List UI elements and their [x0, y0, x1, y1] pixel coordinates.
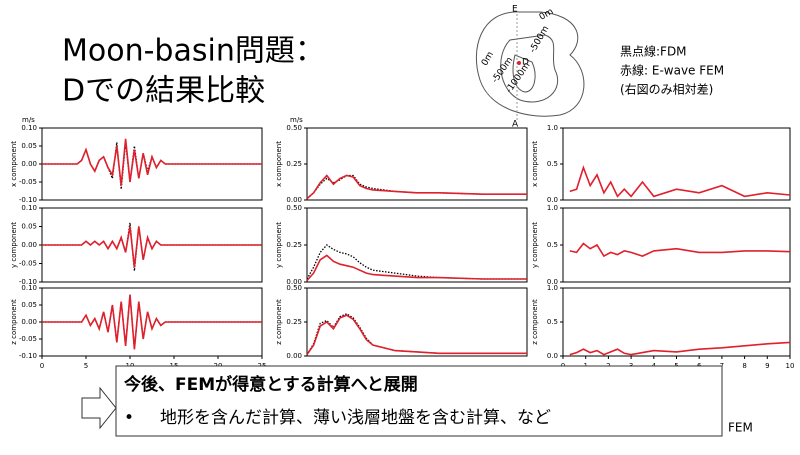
y-axis-label: z component — [275, 299, 283, 345]
callout-heading: 今後、FEMが得意とする計算へと展開 — [124, 374, 418, 395]
map-label: D — [522, 58, 529, 68]
y-tick-label: 0.05 — [21, 301, 37, 309]
callout-bullet: • — [124, 408, 134, 428]
basin-map: E 0m -500m 0m -500m -1000m D A — [475, 5, 585, 130]
y-axis-label: x component — [10, 141, 18, 187]
y-axis-label: z component — [531, 299, 539, 345]
y-tick-label: 1.0 — [547, 204, 558, 212]
y-axis-label: z component — [10, 299, 18, 345]
y-tick-label: 0.50 — [286, 284, 302, 292]
y-axis-label: y component — [10, 222, 18, 268]
contour — [475, 11, 585, 117]
arrow — [81, 386, 117, 430]
legend-note: (右図のみ相対差) — [620, 82, 713, 97]
legend-note: 赤線: E-wave FEM — [620, 63, 724, 78]
x-tick-label: 5 — [84, 362, 88, 370]
y-tick-label: -0.05 — [19, 260, 37, 268]
y-tick-label: 0.5 — [547, 241, 558, 249]
map-label: 0m — [480, 50, 496, 68]
y-tick-label: 0.00 — [286, 196, 302, 204]
y-tick-label: 0.0 — [547, 352, 558, 360]
y-tick-label: -0.05 — [19, 178, 37, 186]
x-tick-label: 10 — [786, 362, 795, 370]
y-tick-label: 0.10 — [21, 204, 37, 212]
series-line — [306, 314, 527, 356]
point-d — [517, 61, 521, 65]
y-tick-label: 0.50 — [286, 204, 302, 212]
y-tick-label: 0.0 — [547, 196, 558, 204]
y-tick-label: 0.00 — [286, 352, 302, 360]
map-label: 0m — [538, 7, 556, 23]
y-tick-label: -0.10 — [19, 196, 37, 204]
y-tick-label: 0.50 — [286, 124, 302, 132]
series-line — [306, 254, 527, 282]
y-tick-label: 1.0 — [547, 124, 558, 132]
y-tick-label: 0.05 — [21, 142, 37, 150]
y-tick-label: 0.0 — [547, 278, 558, 286]
y-axis-label: y component — [275, 222, 283, 268]
y-tick-label: 0.25 — [286, 241, 302, 249]
y-tick-label: 0.25 — [286, 318, 302, 326]
y-tick-label: -0.05 — [19, 335, 37, 343]
series-line — [42, 142, 262, 190]
y-tick-label: 0.10 — [21, 124, 37, 132]
plot-frame — [562, 287, 791, 357]
y-tick-label: 0.5 — [547, 318, 558, 326]
series-line — [306, 174, 527, 200]
legend-note: 黒点線:FDM — [620, 44, 687, 59]
x-tick-label: 0 — [40, 362, 44, 370]
callout-item: 地形を含んだ計算、薄い浅層地盤を含む計算、など — [160, 408, 551, 428]
series-line — [42, 226, 262, 268]
y-tick-label: 0.00 — [286, 278, 302, 286]
series-line — [306, 244, 527, 280]
series-line — [306, 313, 527, 355]
plot-frame — [306, 207, 528, 283]
y-tick-label: 0.00 — [21, 318, 37, 326]
y-axis-label: x component — [275, 141, 283, 187]
series-line — [569, 341, 791, 356]
y-tick-label: 0.00 — [21, 160, 37, 168]
y-tick-label: 1.0 — [547, 284, 558, 292]
slide-title: Moon-basin問題： — [62, 34, 325, 69]
y-tick-label: 0.25 — [286, 160, 302, 168]
y-axis-label: y component — [531, 222, 539, 268]
unit-label: m/s — [22, 116, 35, 124]
series-line — [569, 165, 791, 198]
y-tick-label: 0.00 — [21, 241, 37, 249]
contour — [512, 54, 536, 93]
y-tick-label: 0.10 — [21, 284, 37, 292]
plot-frame — [306, 287, 528, 357]
y-tick-label: -0.10 — [19, 352, 37, 360]
callout-box — [115, 365, 723, 437]
unit-label: m/s — [290, 116, 303, 124]
series-line — [569, 242, 791, 258]
map-label: E — [512, 5, 518, 15]
charts: -0.10-0.050.000.050.10x component-0.10-0… — [10, 124, 794, 370]
map-label: -500m — [528, 24, 551, 54]
footer-fragment: FEM — [728, 421, 753, 435]
x-tick-label: 9 — [765, 362, 769, 370]
series-line — [42, 294, 262, 350]
plot-frame — [306, 127, 528, 201]
contour — [500, 34, 558, 103]
slide-title: Dでの結果比較 — [62, 74, 265, 109]
x-tick-label: 8 — [742, 362, 746, 370]
map-label: A — [512, 120, 519, 130]
y-tick-label: -0.10 — [19, 278, 37, 286]
y-tick-label: 0.05 — [21, 223, 37, 231]
y-axis-label: x component — [531, 141, 539, 187]
y-tick-label: 0.5 — [547, 160, 558, 168]
series-line — [42, 138, 262, 186]
